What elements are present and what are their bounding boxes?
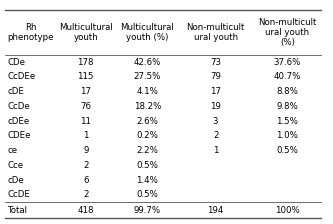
Text: 99.7%: 99.7%: [134, 206, 161, 215]
Text: 37.6%: 37.6%: [273, 58, 301, 67]
Text: 0.5%: 0.5%: [137, 190, 158, 199]
Text: 17: 17: [210, 87, 221, 96]
Text: 9.8%: 9.8%: [276, 102, 298, 111]
Text: Non-multicult
ural youth: Non-multicult ural youth: [186, 23, 245, 42]
Text: 1.0%: 1.0%: [276, 131, 298, 140]
Text: 2: 2: [83, 161, 89, 170]
Text: 194: 194: [207, 206, 224, 215]
Text: 0.2%: 0.2%: [137, 131, 158, 140]
Text: 100%: 100%: [275, 206, 300, 215]
Text: 19: 19: [210, 102, 221, 111]
Text: 6: 6: [83, 176, 89, 185]
Text: 9: 9: [83, 146, 89, 155]
Text: 8.8%: 8.8%: [276, 87, 298, 96]
Text: 76: 76: [80, 102, 91, 111]
Text: 1.5%: 1.5%: [276, 117, 298, 126]
Text: 0.5%: 0.5%: [276, 146, 298, 155]
Text: 2.2%: 2.2%: [137, 146, 158, 155]
Text: 115: 115: [78, 73, 94, 82]
Text: 18.2%: 18.2%: [134, 102, 161, 111]
Text: 40.7%: 40.7%: [273, 73, 301, 82]
Text: 27.5%: 27.5%: [134, 73, 161, 82]
Text: 1: 1: [213, 146, 218, 155]
Text: 0.5%: 0.5%: [137, 161, 158, 170]
Text: 17: 17: [80, 87, 91, 96]
Text: 4.1%: 4.1%: [137, 87, 158, 96]
Text: Total: Total: [8, 206, 28, 215]
Text: 2.6%: 2.6%: [137, 117, 158, 126]
Text: cDE: cDE: [8, 87, 25, 96]
Text: 73: 73: [210, 58, 221, 67]
Text: CcDe: CcDe: [8, 102, 30, 111]
Text: 3: 3: [213, 117, 218, 126]
Text: 178: 178: [78, 58, 94, 67]
Text: CcDE: CcDE: [8, 190, 31, 199]
Text: 2: 2: [83, 190, 89, 199]
Text: 11: 11: [80, 117, 91, 126]
Text: 418: 418: [78, 206, 94, 215]
Text: 1.4%: 1.4%: [137, 176, 158, 185]
Text: Cce: Cce: [8, 161, 24, 170]
Text: 2: 2: [213, 131, 218, 140]
Text: Non-multicult
ural youth
(%): Non-multicult ural youth (%): [258, 17, 316, 47]
Text: CDe: CDe: [8, 58, 26, 67]
Text: cDEe: cDEe: [8, 117, 30, 126]
Text: ce: ce: [8, 146, 18, 155]
Text: Multicultural
youth (%): Multicultural youth (%): [121, 23, 174, 42]
Text: Rh
phenotype: Rh phenotype: [8, 23, 54, 42]
Text: 42.6%: 42.6%: [134, 58, 161, 67]
Text: CDEe: CDEe: [8, 131, 31, 140]
Text: 1: 1: [83, 131, 89, 140]
Text: cDe: cDe: [8, 176, 24, 185]
Text: 79: 79: [210, 73, 221, 82]
Text: CcDEe: CcDEe: [8, 73, 36, 82]
Text: Multicultural
youth: Multicultural youth: [59, 23, 113, 42]
